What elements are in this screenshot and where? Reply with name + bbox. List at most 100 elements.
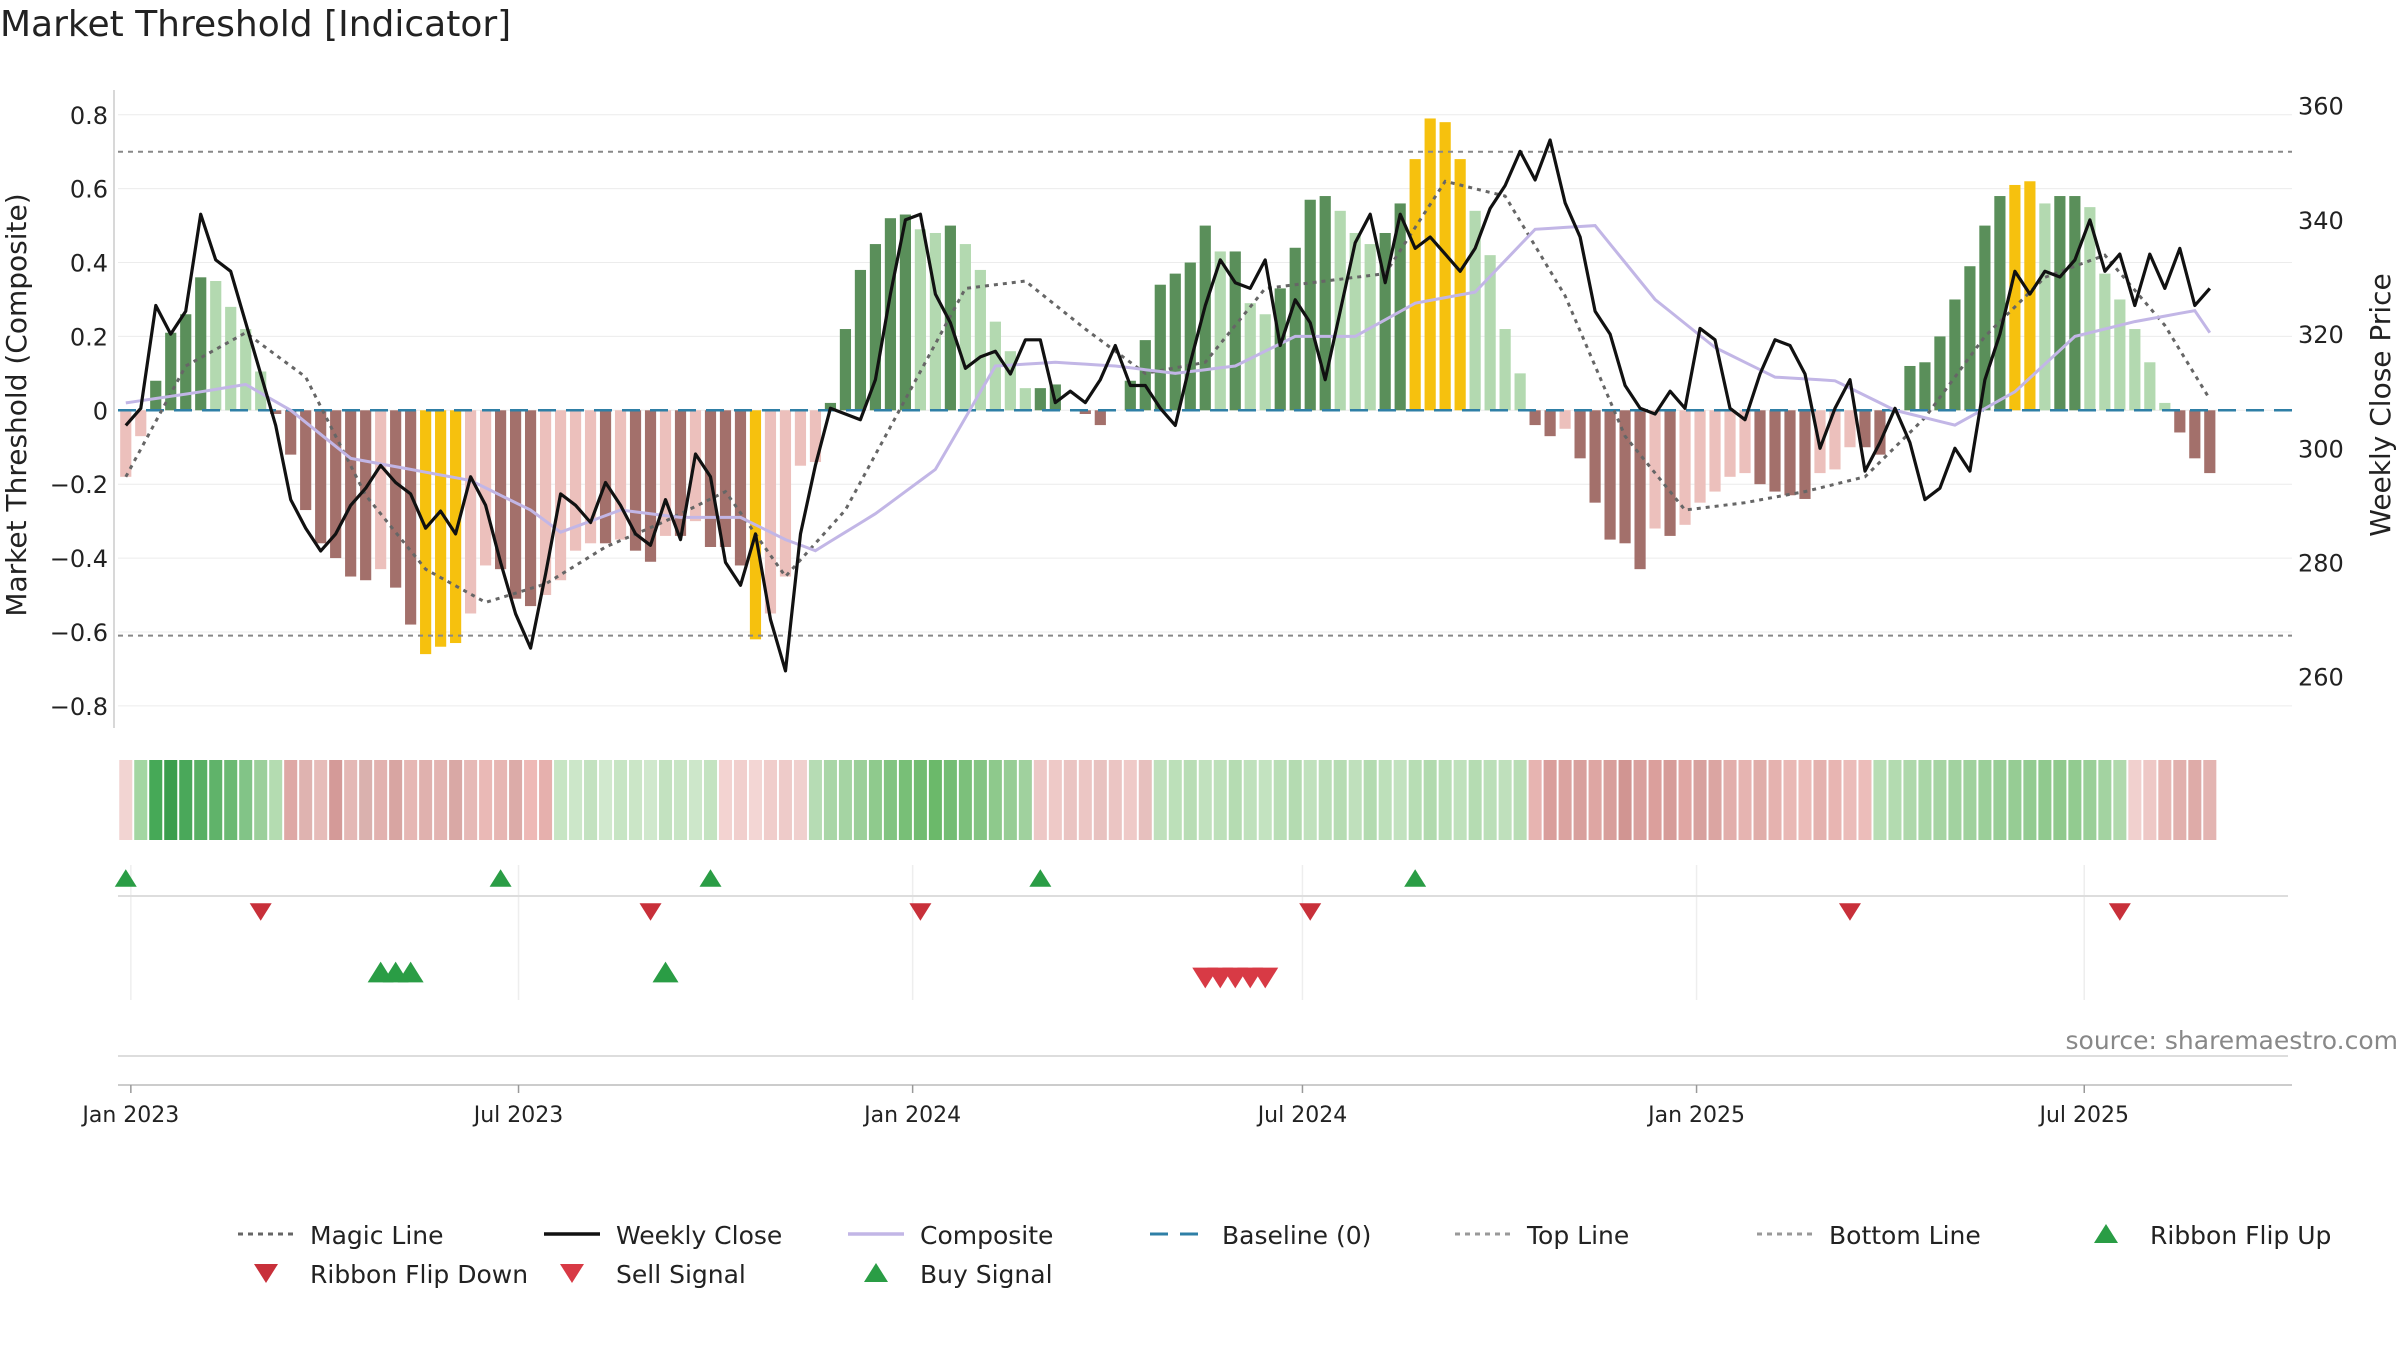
- ribbon-cell: [1033, 760, 1047, 840]
- ribbon-cell: [179, 760, 193, 840]
- ribbon-cell: [434, 760, 448, 840]
- composite-bar: [629, 410, 642, 551]
- x-tick-label: Jul 2023: [472, 1103, 564, 1128]
- composite-bar: [210, 281, 222, 411]
- composite-bar: [659, 410, 672, 536]
- ribbon-cell: [973, 760, 987, 840]
- composite-bar: [1004, 351, 1016, 411]
- buy-signal-marker: [397, 961, 424, 983]
- ribbon-cell: [524, 760, 538, 840]
- composite-bar: [405, 410, 417, 625]
- ribbon-cell: [1708, 760, 1722, 840]
- composite-bar: [1634, 410, 1646, 570]
- legend-item: Baseline (0): [1150, 1221, 1371, 1250]
- composite-bar: [1904, 365, 1916, 411]
- ribbon-flip-down-marker: [639, 903, 662, 921]
- composite-bar: [689, 410, 702, 522]
- ribbon-cell: [1528, 760, 1542, 840]
- ribbon-cell: [1393, 760, 1407, 840]
- composite-bar: [2159, 402, 2171, 411]
- composite-bar: [1784, 410, 1796, 496]
- composite-bar: [390, 410, 402, 588]
- legend-label: Top Line: [1526, 1221, 1629, 1250]
- composite-bar: [809, 410, 822, 463]
- ribbon-cell: [658, 760, 673, 840]
- ribbon-cell: [1408, 760, 1422, 840]
- ribbon-cell: [1918, 760, 1932, 840]
- ribbon-cell: [584, 760, 598, 840]
- composite-bar: [584, 410, 597, 544]
- ribbon-cell: [928, 760, 942, 840]
- legend-label: Ribbon Flip Down: [310, 1260, 528, 1289]
- composite-bars: [120, 118, 2216, 655]
- y-tick-label: −0.4: [50, 545, 108, 573]
- composite-bar: [509, 410, 522, 599]
- composite-bar: [225, 306, 237, 411]
- ribbon-cell: [1723, 760, 1737, 840]
- ribbon-flip-down-marker: [1838, 903, 1861, 921]
- composite-bar: [1274, 288, 1286, 411]
- ribbon-cell: [1738, 760, 1752, 840]
- ribbon-cell: [1828, 760, 1842, 840]
- x-tick-label: Jan 2025: [1646, 1103, 1745, 1128]
- composite-bar: [959, 244, 971, 411]
- composite-bar: [1589, 410, 1601, 503]
- ribbon-cell: [194, 760, 208, 840]
- ribbon-cell: [2068, 760, 2082, 840]
- legend-label: Magic Line: [310, 1221, 444, 1250]
- composite-bar: [869, 244, 882, 411]
- ribbon-cell: [1093, 760, 1107, 840]
- ribbon-flip-down-marker: [909, 903, 932, 921]
- ribbon-cell: [449, 760, 463, 840]
- ribbon-cell: [1498, 760, 1512, 840]
- legend-label: Buy Signal: [920, 1260, 1053, 1289]
- composite-bar: [1394, 203, 1406, 411]
- y2-tick-label: 340: [2298, 207, 2344, 235]
- ribbon-cell: [898, 760, 912, 840]
- ribbon-cell: [479, 760, 493, 840]
- composite-bar: [1664, 410, 1676, 536]
- sell-signal-marker: [1252, 967, 1279, 989]
- ribbon-cell: [2203, 760, 2217, 840]
- composite-bar: [1844, 410, 1856, 448]
- ribbon-cell: [673, 760, 688, 840]
- composite-bar: [1439, 122, 1451, 411]
- composite-bar: [1739, 410, 1751, 474]
- composite-bar: [1619, 410, 1631, 544]
- ribbon-cell: [1648, 760, 1662, 840]
- composite-bar: [1289, 247, 1301, 411]
- y2-tick-label: 300: [2298, 435, 2344, 463]
- composite-bar: [360, 410, 372, 581]
- ribbon-cell: [1378, 760, 1392, 840]
- ribbon-cell: [1273, 760, 1287, 840]
- composite-bar: [1304, 199, 1316, 411]
- ribbon-cell: [1783, 760, 1797, 840]
- ribbon-cell: [2053, 760, 2067, 840]
- ribbon-cell: [1048, 760, 1062, 840]
- ribbon-cell: [778, 760, 792, 840]
- legend-label: Composite: [920, 1221, 1053, 1250]
- ribbon-cell: [1948, 760, 1962, 840]
- ribbon-flip-down-marker: [2108, 903, 2131, 921]
- ribbon-cell: [1978, 760, 1992, 840]
- ribbon-flip-up-marker: [1404, 869, 1427, 887]
- legend-item: Weekly Close: [544, 1221, 782, 1250]
- composite-bar: [375, 410, 387, 570]
- ribbon-cell: [209, 760, 223, 840]
- y-tick-label: 0.6: [70, 176, 108, 204]
- ribbon-cell: [763, 760, 777, 840]
- x-tick-label: Jul 2025: [2037, 1103, 2129, 1128]
- legend-item: Magic Line: [238, 1221, 444, 1250]
- composite-bar: [1484, 255, 1496, 411]
- ribbon-cell: [404, 760, 418, 840]
- ribbon-cell: [853, 760, 867, 840]
- ribbon-cell: [1213, 760, 1227, 840]
- signal-markers: [114, 869, 2131, 989]
- ribbon-cell: [823, 760, 837, 840]
- ribbon-cell: [2008, 760, 2022, 840]
- ribbon-cell: [1483, 760, 1497, 840]
- ribbon-cell: [464, 760, 478, 840]
- composite-bar: [1544, 410, 1556, 437]
- composite-bar: [1454, 159, 1466, 411]
- ribbon-cell: [913, 760, 927, 840]
